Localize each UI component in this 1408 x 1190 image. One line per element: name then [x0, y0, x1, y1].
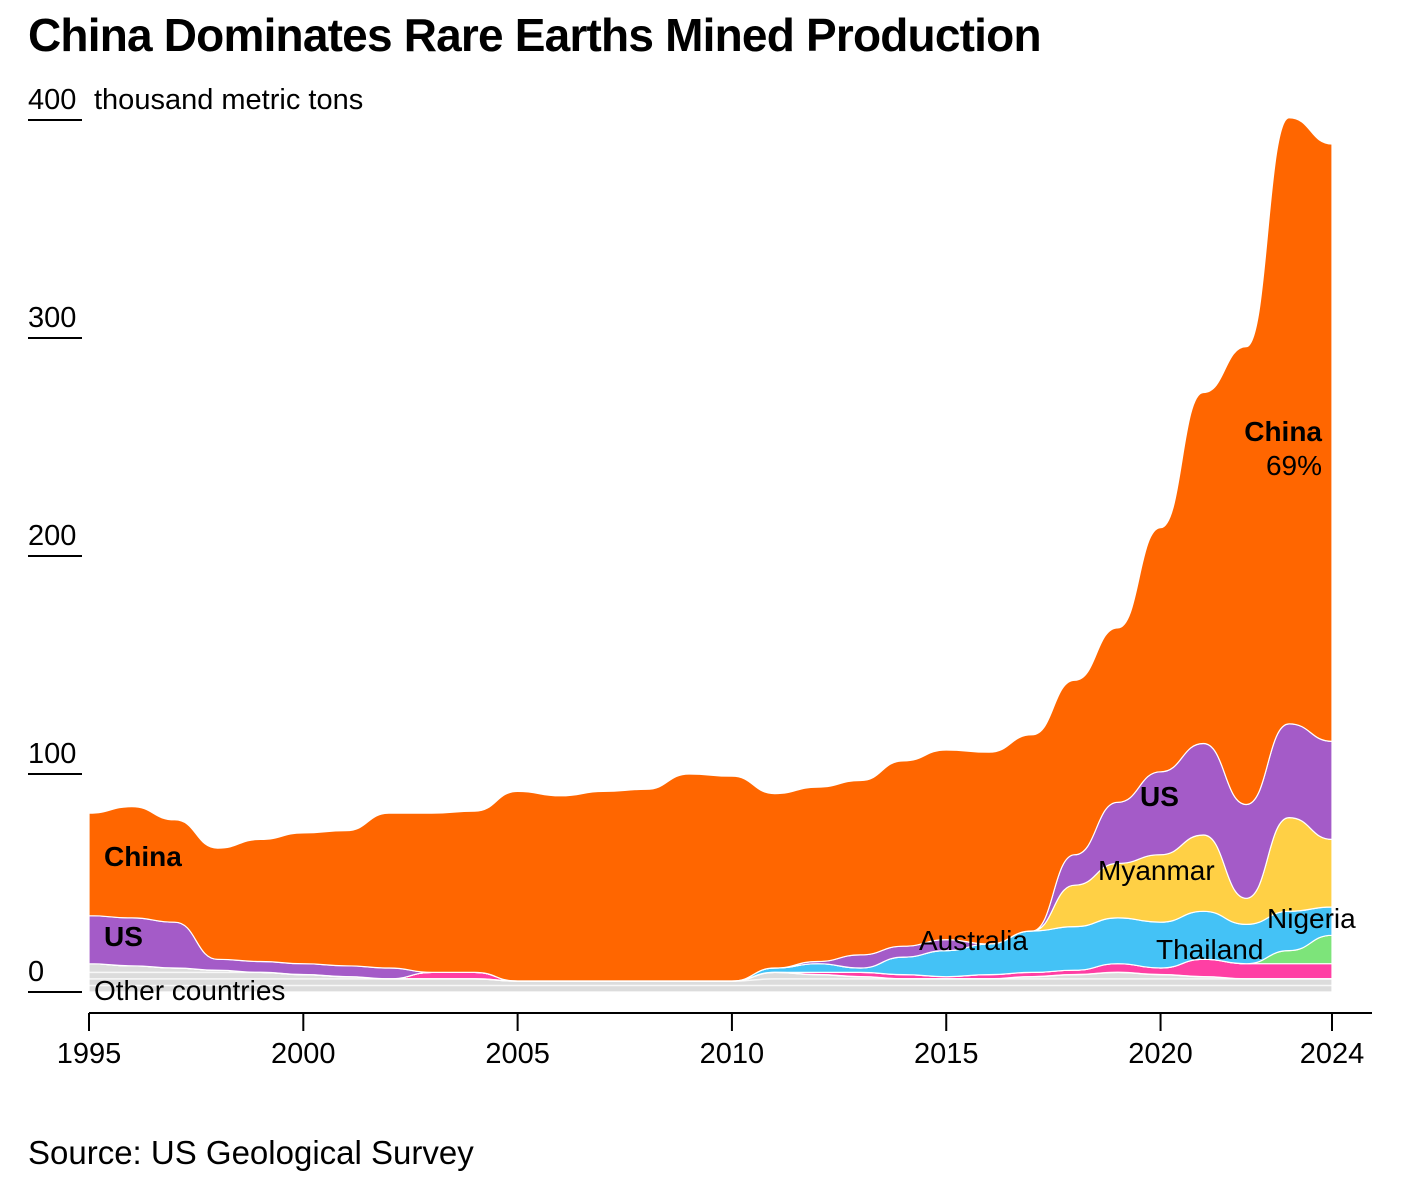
other-countries-divider-2 [89, 971, 1332, 982]
y-tick-label-300: 300 [28, 302, 76, 334]
series-label-us: US [104, 921, 143, 952]
y-unit-label: thousand metric tons [94, 84, 363, 116]
series-label-china-share: 69% [1266, 450, 1322, 481]
y-tick-label-400: 400 [28, 84, 76, 116]
source-note: Source: US Geological Survey [28, 1134, 474, 1171]
series-label-china-left: China [104, 841, 182, 872]
series-label-other: Other countries [94, 975, 285, 1006]
x-tick-label-2020: 2020 [1128, 1038, 1193, 1070]
y-tick-label-0: 0 [28, 956, 44, 988]
x-tick-label-2000: 2000 [271, 1038, 336, 1070]
x-tick-label-2024: 2024 [1300, 1038, 1365, 1070]
series-label-thailand: Thailand [1156, 934, 1263, 965]
chart-title: China Dominates Rare Earths Mined Produc… [28, 9, 1042, 61]
x-tick-label-1995: 1995 [57, 1038, 122, 1070]
series-label-australia: Australia [919, 925, 1028, 956]
axis-layer: 1995 2000 2005 2010 2015 2020 2024 0 100 200 300 40… [28, 84, 1372, 1070]
y-tick-label-200: 200 [28, 520, 76, 552]
x-tick-label-2010: 2010 [700, 1038, 765, 1070]
y-tick-label-100: 100 [28, 738, 76, 770]
area-layer [88, 117, 1333, 993]
series-label-us-right: US [1140, 781, 1179, 812]
series-label-nigeria: Nigeria [1267, 903, 1356, 934]
series-label-myanmar: Myanmar [1098, 855, 1215, 886]
series-label-china-right: China [1244, 416, 1322, 447]
x-tick-label-2015: 2015 [914, 1038, 979, 1070]
x-tick-label-2005: 2005 [485, 1038, 550, 1070]
